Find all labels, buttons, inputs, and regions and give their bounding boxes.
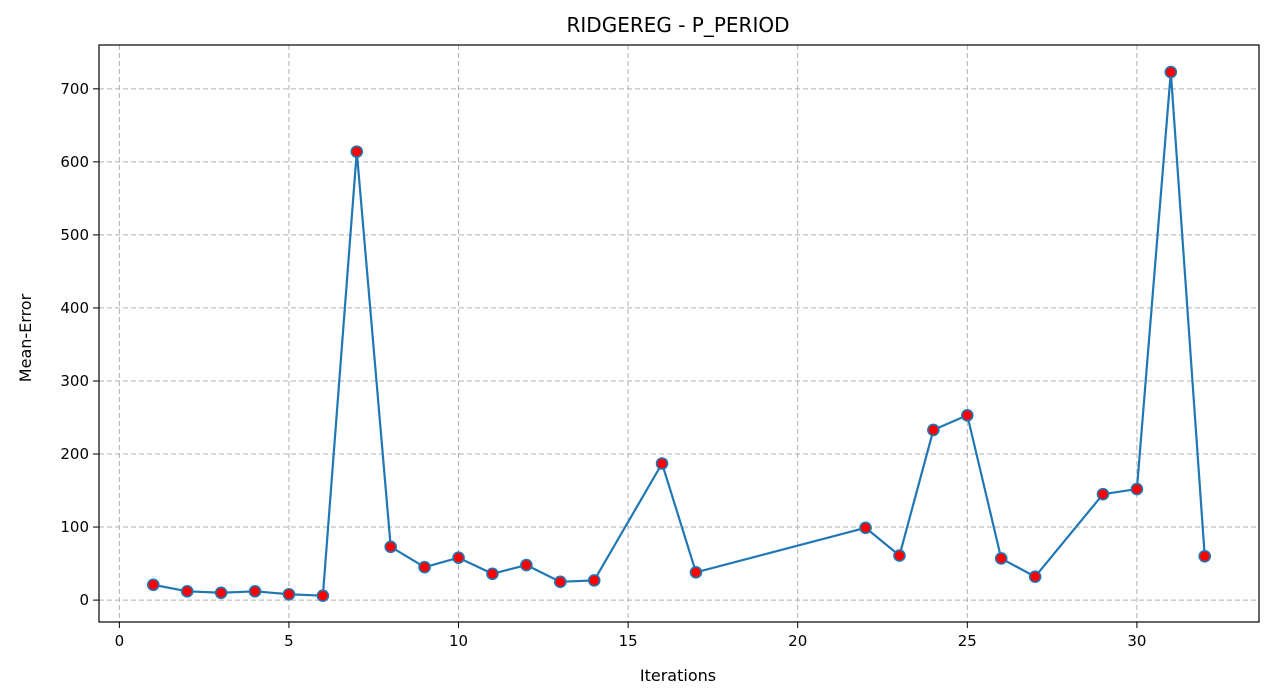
x-tick-label: 20 <box>788 632 807 650</box>
y-axis-label: Mean-Error <box>16 293 35 382</box>
x-axis-label: Iterations <box>640 666 716 685</box>
plot-frame <box>98 44 1260 623</box>
data-point <box>180 585 194 598</box>
x-tick-label: 5 <box>284 632 294 650</box>
data-point <box>587 574 601 587</box>
series-layer <box>146 65 1212 603</box>
data-point <box>146 578 160 592</box>
data-point <box>350 145 364 158</box>
y-tick-label: 200 <box>60 445 89 463</box>
y-tick-label: 400 <box>60 299 89 317</box>
y-tick-label: 600 <box>60 153 89 171</box>
x-tick-label: 25 <box>958 632 977 650</box>
grid-lines <box>99 45 1259 622</box>
data-point <box>1198 549 1212 563</box>
data-point <box>248 585 262 598</box>
data-point <box>553 575 567 589</box>
data-point <box>418 560 431 574</box>
data-point <box>1096 487 1110 501</box>
data-point <box>384 540 397 554</box>
y-tick-label: 500 <box>60 226 89 244</box>
x-tick-label: 0 <box>115 632 125 650</box>
data-point <box>1028 570 1042 584</box>
x-tick-label: 15 <box>619 632 638 650</box>
y-tick-label: 0 <box>79 591 89 609</box>
data-point <box>1164 65 1178 79</box>
data-point <box>282 587 296 601</box>
data-point <box>655 457 669 470</box>
data-point <box>486 567 499 581</box>
data-point <box>859 521 872 535</box>
data-point <box>214 586 228 600</box>
chart-title: RIDGEREG - P_PERIOD <box>567 13 790 37</box>
series-line <box>153 70 1206 597</box>
data-point <box>520 558 533 572</box>
data-point <box>961 409 974 422</box>
data-point <box>1130 482 1144 496</box>
data-point <box>893 549 906 562</box>
y-tick-label: 700 <box>60 80 89 98</box>
y-tick-label: 100 <box>60 518 89 536</box>
data-point <box>994 552 1008 565</box>
y-tick-label: 300 <box>60 372 89 390</box>
data-point <box>927 423 940 437</box>
data-point <box>316 589 330 603</box>
x-tick-label: 30 <box>1127 632 1146 650</box>
data-point <box>689 566 703 579</box>
x-tick-label: 10 <box>449 632 468 650</box>
data-point <box>452 551 465 565</box>
